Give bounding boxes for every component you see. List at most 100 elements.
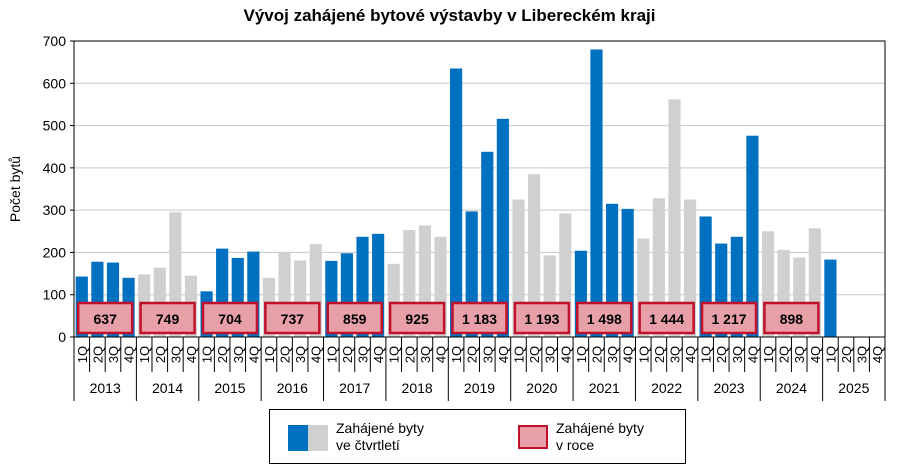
annual-total-label: 1 444	[649, 311, 684, 327]
quarter-tick-label: 3Q	[667, 346, 682, 363]
legend-swatch-annual	[518, 425, 548, 449]
quarter-tick-label: 2Q	[90, 346, 105, 363]
quarter-tick-label: 4Q	[745, 346, 760, 363]
year-label: 2019	[464, 380, 495, 396]
quarter-tick-label: 2Q	[278, 346, 293, 363]
legend-item-quarterly: Zahájené byty ve čtvrtletí	[288, 420, 424, 454]
bar	[824, 259, 837, 337]
annual-total-box	[451, 301, 508, 335]
quarter-tick-label: 2Q	[402, 346, 417, 363]
annual-total-label: 1 217	[712, 311, 747, 327]
annual-total-box	[264, 301, 321, 335]
annual-total-label: 704	[218, 311, 242, 327]
chart-title: Vývoj zahájené bytové výstavby v Liberec…	[243, 6, 656, 25]
quarter-tick-label: 2Q	[215, 346, 230, 363]
quarter-tick-label: 1Q	[636, 346, 651, 363]
y-tick-label: 100	[43, 287, 67, 303]
quarter-tick-label: 1Q	[137, 346, 152, 363]
quarter-tick-label: 2Q	[465, 346, 480, 363]
legend-label-annual: Zahájené byty v roce	[556, 420, 644, 453]
y-axis-label: Počet bytů	[7, 156, 23, 222]
quarter-tick-label: 3Q	[605, 346, 620, 363]
quarter-tick-label: 4Q	[246, 346, 261, 363]
legend-swatch-blue	[288, 425, 308, 451]
quarter-tick-label: 3Q	[480, 346, 495, 363]
year-label: 2023	[713, 380, 744, 396]
year-label: 2017	[339, 380, 370, 396]
quarter-tick-label: 2Q	[527, 346, 542, 363]
annual-total-label: 1 498	[587, 311, 622, 327]
annual-total-label: 737	[281, 311, 305, 327]
quarter-tick-label: 1Q	[699, 346, 714, 363]
year-label: 2024	[776, 380, 807, 396]
quarter-tick-label: 4Q	[808, 346, 823, 363]
annual-total-label: 637	[94, 311, 118, 327]
annual-total-box	[576, 301, 633, 335]
quarter-tick-label: 4Q	[184, 346, 199, 363]
year-label: 2021	[589, 380, 620, 396]
annual-total-label: 925	[405, 311, 429, 327]
quarter-tick-label: 1Q	[511, 346, 526, 363]
quarter-tick-label: 3Q	[356, 346, 371, 363]
quarter-tick-label: 2Q	[153, 346, 168, 363]
y-tick-label: 0	[58, 329, 66, 345]
annual-total-label: 898	[780, 311, 804, 327]
quarter-tick-label: 1Q	[75, 346, 90, 363]
quarter-tick-label: 3Q	[293, 346, 308, 363]
year-label: 2014	[152, 380, 183, 396]
quarter-tick-label: 3Q	[231, 346, 246, 363]
quarter-tick-label: 3Q	[418, 346, 433, 363]
quarter-tick-label: 1Q	[761, 346, 776, 363]
year-label: 2015	[214, 380, 245, 396]
quarter-tick-label: 4Q	[434, 346, 449, 363]
annual-total-box	[76, 301, 134, 335]
quarter-tick-label: 1Q	[324, 346, 339, 363]
year-label: 2018	[402, 380, 433, 396]
annual-total-label: 1 193	[524, 311, 559, 327]
quarter-tick-label: 2Q	[589, 346, 604, 363]
bar	[496, 118, 509, 337]
legend-item-annual: Zahájené byty v roce	[518, 420, 644, 454]
annual-total-box	[388, 301, 446, 335]
quarter-tick-label: 4Q	[870, 346, 885, 363]
bar-chart: 0 100 200 300 400 500 600 700 Počet bytů 637 749 70…	[7, 33, 886, 401]
y-tick-label: 200	[43, 244, 67, 260]
bar	[668, 99, 681, 338]
quarter-tick-label: 3Q	[543, 346, 558, 363]
quarter-tick-label: 2Q	[714, 346, 729, 363]
quarter-tick-label: 2Q	[839, 346, 854, 363]
quarter-tick-label: 1Q	[823, 346, 838, 363]
year-label: 2020	[526, 380, 557, 396]
y-tick-label: 400	[43, 160, 67, 176]
quarter-tick-label: 4Q	[558, 346, 573, 363]
quarter-tick-label: 2Q	[340, 346, 355, 363]
annual-total-box	[763, 301, 820, 335]
year-label: 2013	[90, 380, 121, 396]
year-label: 2025	[838, 380, 869, 396]
quarter-tick-label: 4Q	[496, 346, 511, 363]
annual-total-box	[513, 301, 571, 335]
y-tick-label: 700	[43, 33, 67, 49]
quarter-tick-label: 2Q	[777, 346, 792, 363]
quarter-tick-label: 3Q	[730, 346, 745, 363]
quarter-tick-label: 4Q	[309, 346, 324, 363]
y-tick-label: 500	[43, 118, 67, 134]
annual-total-box	[201, 301, 259, 335]
bar	[481, 151, 494, 337]
legend-label-quarterly: Zahájené byty ve čtvrtletí	[336, 420, 424, 453]
year-label: 2016	[277, 380, 308, 396]
annual-total-box	[700, 301, 758, 335]
quarter-tick-label: 4Q	[683, 346, 698, 363]
quarter-tick-label: 1Q	[574, 346, 589, 363]
quarter-tick-label: 4Q	[371, 346, 386, 363]
annual-total-box	[326, 301, 383, 335]
quarter-tick-label: 4Q	[621, 346, 636, 363]
year-label: 2022	[651, 380, 682, 396]
quarter-tick-label: 3Q	[792, 346, 807, 363]
quarter-tick-label: 1Q	[449, 346, 464, 363]
annual-total-label: 859	[343, 311, 367, 327]
annual-total-box	[139, 301, 196, 335]
bar	[528, 174, 541, 337]
quarter-tick-label: 2Q	[652, 346, 667, 363]
quarter-tick-label: 1Q	[387, 346, 402, 363]
